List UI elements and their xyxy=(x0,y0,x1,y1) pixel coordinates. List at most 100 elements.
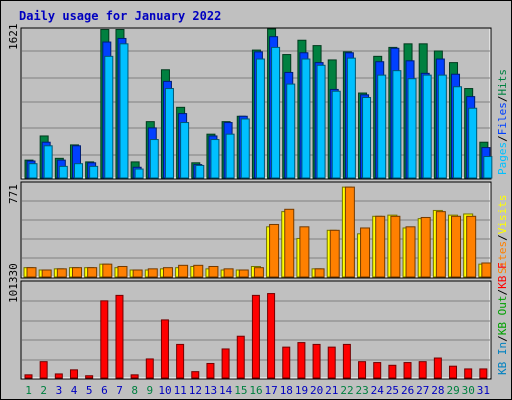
x-tick-label-day-5: 5 xyxy=(86,384,93,397)
top-bar-pages-day-16 xyxy=(255,58,265,179)
x-tick-label-day-15: 15 xyxy=(234,384,247,397)
middle-bar-sites-day-30 xyxy=(466,215,477,278)
x-tick-label-day-31: 31 xyxy=(477,384,490,397)
top-bar-pages-day-9 xyxy=(149,139,159,179)
top-bar-pages-day-28 xyxy=(437,74,447,179)
bottom-bar-kb-f-day-10 xyxy=(160,319,169,379)
middle-bar-sites-day-21 xyxy=(329,229,340,278)
bottom-bar-kb-f-day-26 xyxy=(403,362,412,379)
top-legend: Pages/Files/Hits xyxy=(496,69,509,175)
x-tick-label-day-20: 20 xyxy=(310,384,323,397)
x-tick-label-day-19: 19 xyxy=(295,384,308,397)
middle-bar-sites-day-7 xyxy=(117,265,128,278)
middle-bar-sites-day-5 xyxy=(87,267,98,278)
bottom-bar-kb-f-day-27 xyxy=(418,361,427,379)
x-tick-label-day-30: 30 xyxy=(462,384,475,397)
bottom-bar-kb-f-day-8 xyxy=(130,374,139,379)
x-tick-label-day-26: 26 xyxy=(401,384,414,397)
top-legend-item: / xyxy=(496,96,509,103)
top-bar-pages-day-20 xyxy=(316,64,326,179)
middle-legend-item: / xyxy=(496,234,509,241)
bottom-bar-kb-f-day-14 xyxy=(221,348,230,379)
x-tick-label-day-11: 11 xyxy=(174,384,187,397)
x-tick-label-day-2: 2 xyxy=(40,384,47,397)
bottom-bar-kb-f-day-28 xyxy=(433,357,442,379)
x-tick-label-day-14: 14 xyxy=(219,384,233,397)
x-tick-label-day-22: 22 xyxy=(340,384,353,397)
middle-bar-sites-day-24 xyxy=(375,215,386,278)
x-tick-label-day-7: 7 xyxy=(116,384,123,397)
x-tick-label-day-29: 29 xyxy=(446,384,459,397)
top-bar-pages-day-10 xyxy=(164,88,174,179)
middle-bar-sites-day-10 xyxy=(162,267,173,278)
bottom-bar-kb-f-day-4 xyxy=(69,369,78,379)
top-legend-item: / xyxy=(496,135,509,142)
middle-bar-sites-day-14 xyxy=(223,268,234,278)
bottom-bar-kb-f-day-3 xyxy=(54,373,63,379)
middle-bar-sites-day-3 xyxy=(56,268,67,278)
bottom-bar-kb-f-day-23 xyxy=(358,361,367,379)
top-legend-item: Files xyxy=(496,102,509,135)
top-bar-pages-day-30 xyxy=(468,107,478,179)
x-tick-label-day-1: 1 xyxy=(25,384,32,397)
bottom-bar-kb-f-day-15 xyxy=(236,335,245,379)
chart-title: Daily usage for January 2022 xyxy=(19,9,221,23)
top-bar-pages-day-21 xyxy=(331,90,341,179)
bottom-bar-kb-f-day-29 xyxy=(449,365,458,379)
x-tick-label-day-12: 12 xyxy=(189,384,202,397)
bottom-bar-kb-f-day-30 xyxy=(464,368,473,379)
top-max-label: 1621 xyxy=(7,24,20,51)
middle-bar-sites-day-17 xyxy=(269,223,280,278)
top-bar-pages-day-23 xyxy=(362,96,372,179)
middle-bar-sites-day-25 xyxy=(390,215,401,278)
middle-bar-sites-day-28 xyxy=(435,211,446,278)
bottom-bar-kb-f-day-25 xyxy=(388,364,397,379)
bottom-bar-kb-f-day-6 xyxy=(100,300,109,379)
middle-legend-item: Sites xyxy=(496,241,509,274)
top-bar-pages-day-25 xyxy=(392,70,402,179)
bottom-max-label: 101330 xyxy=(7,263,20,303)
bottom-bar-kb-f-day-12 xyxy=(191,371,200,379)
top-bar-pages-day-5 xyxy=(89,165,99,179)
middle-bar-sites-day-16 xyxy=(253,267,264,278)
x-tick-label-day-3: 3 xyxy=(56,384,63,397)
bottom-bar-kb-f-day-18 xyxy=(282,346,291,379)
top-bar-pages-day-19 xyxy=(301,58,311,179)
x-tick-label-day-13: 13 xyxy=(204,384,217,397)
bottom-bar-kb-f-day-9 xyxy=(145,358,154,379)
bottom-legend-item: KB Out xyxy=(496,296,509,336)
top-bar-pages-day-15 xyxy=(240,118,250,179)
bottom-bar-kb-f-day-31 xyxy=(479,368,488,379)
middle-bar-sites-day-11 xyxy=(178,264,189,278)
top-bar-pages-day-6 xyxy=(104,55,114,179)
bottom-bar-kb-f-day-5 xyxy=(85,375,94,379)
x-tick-label-day-16: 16 xyxy=(249,384,262,397)
top-legend-item: Hits xyxy=(496,69,509,96)
top-bar-pages-day-12 xyxy=(195,164,205,179)
x-tick-label-day-28: 28 xyxy=(431,384,444,397)
x-tick-label-day-6: 6 xyxy=(101,384,108,397)
middle-bar-sites-day-12 xyxy=(193,264,204,278)
top-bar-pages-day-14 xyxy=(225,133,235,179)
top-bar-pages-day-26 xyxy=(407,78,417,179)
middle-bar-sites-day-29 xyxy=(451,215,462,278)
x-tick-label-day-17: 17 xyxy=(265,384,278,397)
middle-bar-sites-day-19 xyxy=(299,226,310,278)
top-bar-pages-day-29 xyxy=(453,86,463,179)
middle-bar-sites-day-6 xyxy=(102,263,113,278)
middle-bar-sites-day-26 xyxy=(405,226,416,278)
bottom-bar-kb-f-day-20 xyxy=(312,343,321,379)
x-tick-label-day-10: 10 xyxy=(158,384,171,397)
bottom-legend-item: / xyxy=(496,335,509,342)
top-bar-pages-day-7 xyxy=(119,43,129,179)
x-tick-label-day-4: 4 xyxy=(71,384,78,397)
top-bar-pages-day-2 xyxy=(43,145,53,179)
middle-bar-sites-day-9 xyxy=(147,268,158,278)
bottom-legend-item: KB F xyxy=(496,262,509,289)
middle-bar-sites-day-22 xyxy=(344,186,355,278)
top-bar-pages-day-3 xyxy=(58,165,68,179)
bottom-bar-kb-f-day-22 xyxy=(342,343,351,379)
middle-max-label: 771 xyxy=(7,184,20,204)
